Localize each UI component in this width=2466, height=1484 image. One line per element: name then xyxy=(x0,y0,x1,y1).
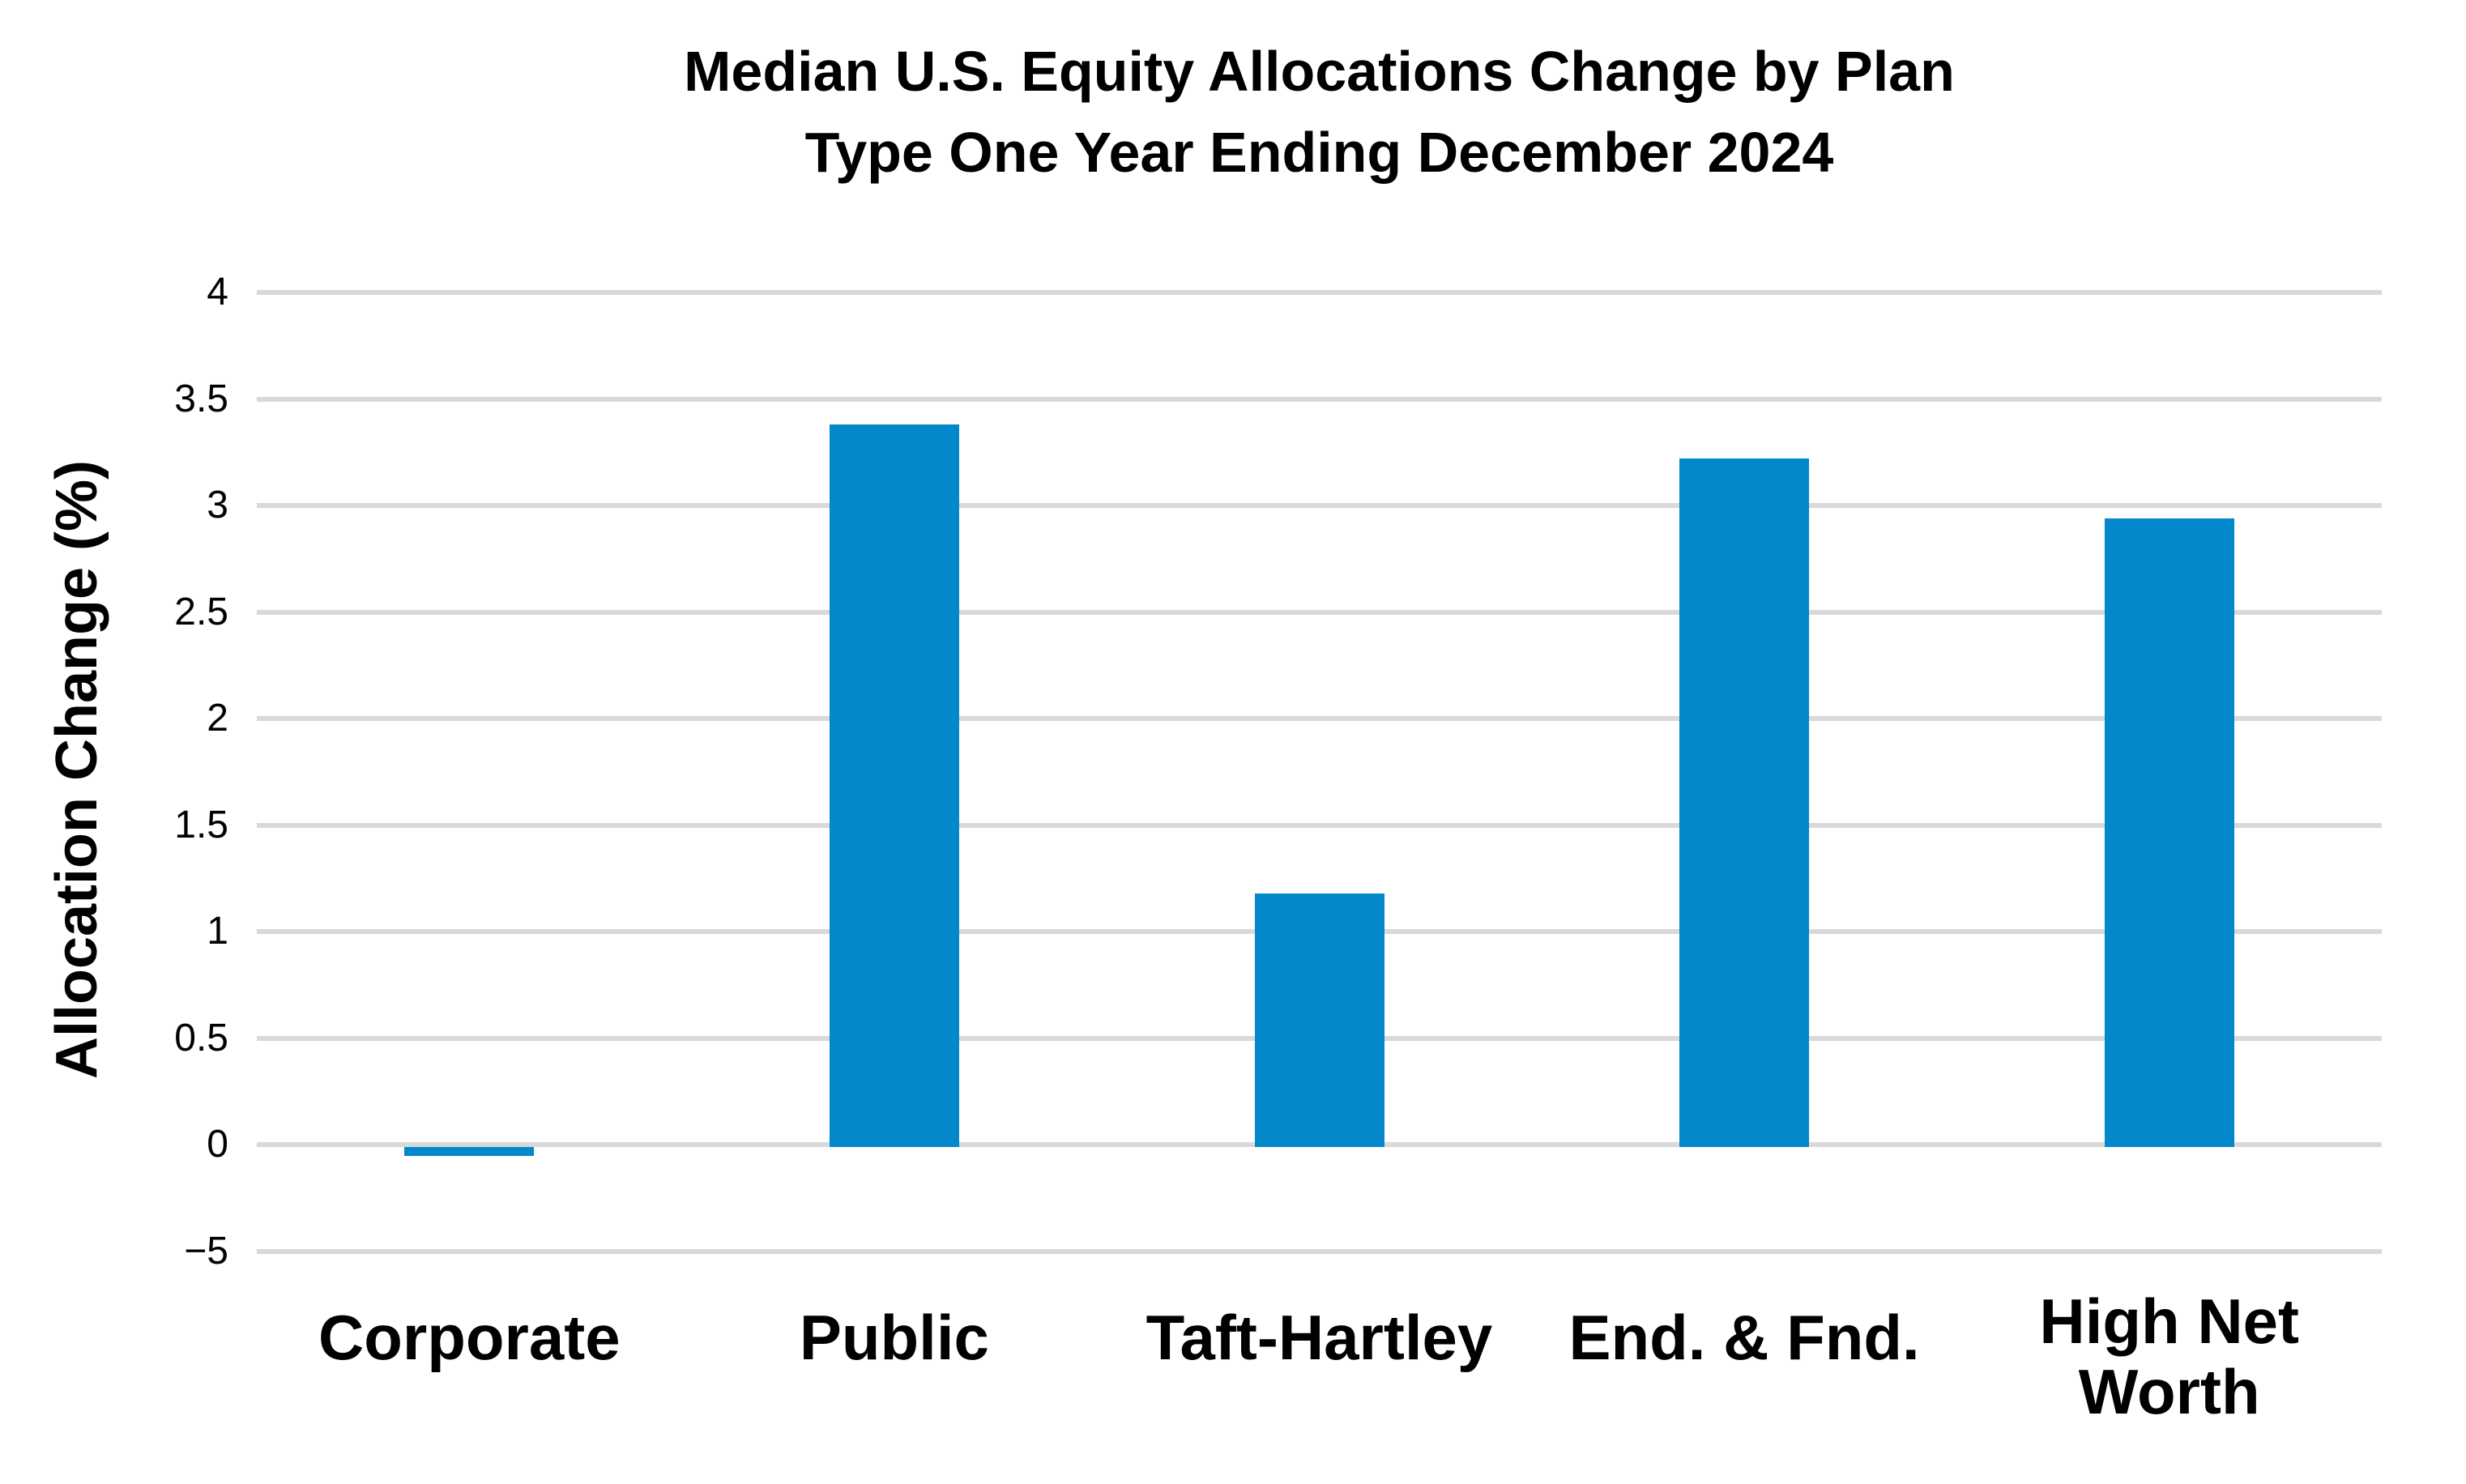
gridline-2 xyxy=(257,716,2382,721)
bar-taft-hartley xyxy=(1254,893,1384,1147)
y-tick-label-4: 4 xyxy=(207,271,228,313)
chart-title-line-2: Type One Year Ending December 2024 xyxy=(804,121,1834,185)
y-tick-label-2: 2 xyxy=(207,697,228,740)
y-tick-label-0: 0 xyxy=(207,1123,228,1166)
gridline-3 xyxy=(257,503,2382,508)
bar-corporate xyxy=(404,1147,535,1156)
gridline-−5 xyxy=(257,1248,2382,1254)
y-tick-label-−5: −5 xyxy=(184,1229,228,1273)
x-axis-label-taft-hartley: Taft-Hartley xyxy=(1146,1302,1493,1373)
x-axis-label-corporate: Corporate xyxy=(318,1302,621,1373)
y-tick-label-1.5: 1.5 xyxy=(174,803,228,846)
gridline-2.5 xyxy=(257,609,2382,615)
x-axis-label-high-net-worth: High Net Worth xyxy=(2039,1286,2300,1428)
y-tick-label-2.5: 2.5 xyxy=(174,590,228,633)
y-tick-label-3.5: 3.5 xyxy=(174,377,228,420)
gridline-4 xyxy=(257,290,2382,295)
y-tick-label-0.5: 0.5 xyxy=(174,1016,228,1060)
chart-title: Median U.S. Equity Allocations Change by… xyxy=(257,31,2382,193)
y-tick-label-1: 1 xyxy=(207,910,228,953)
x-axis-label-public: Public xyxy=(799,1302,989,1373)
bar-public xyxy=(829,424,959,1147)
bar-high-net-worth xyxy=(2104,518,2234,1147)
y-tick-label-3: 3 xyxy=(207,484,228,527)
bar-end-fnd- xyxy=(1679,458,1810,1147)
gridline-3.5 xyxy=(257,396,2382,402)
gridline-1.5 xyxy=(257,822,2382,828)
x-axis-label-end-fnd-: End. & Fnd. xyxy=(1568,1302,1920,1373)
chart-title-line-1: Median U.S. Equity Allocations Change by… xyxy=(684,40,1955,103)
